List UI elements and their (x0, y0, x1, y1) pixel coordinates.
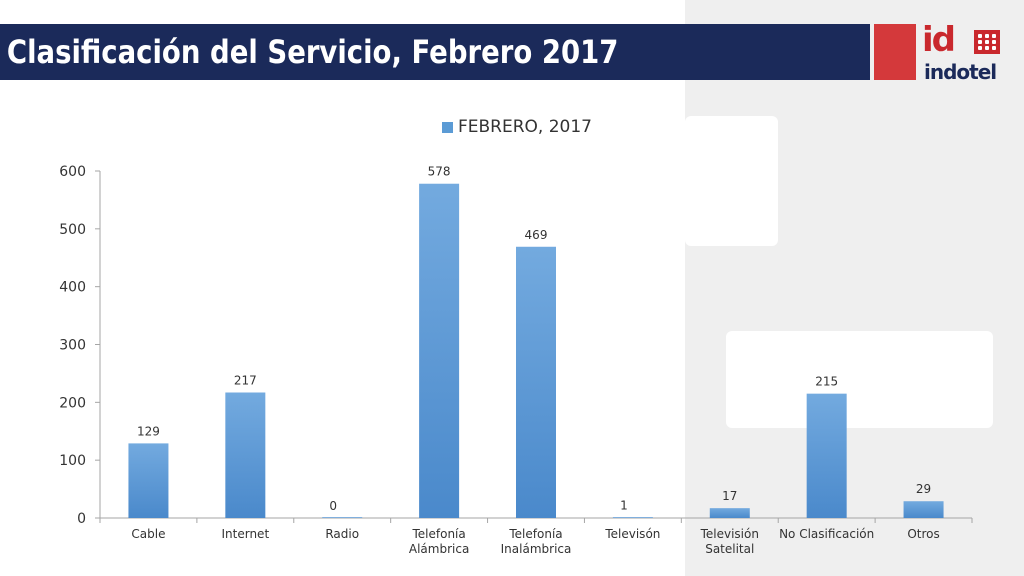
data-label: 17 (722, 489, 737, 503)
x-tick-label: Telefonía Inalámbrica (501, 527, 572, 556)
y-tick-label: 100 (59, 453, 86, 469)
x-tick-label: Otros (907, 527, 939, 541)
chart-legend: FEBRERO, 2017 (442, 117, 592, 137)
x-tick-label: Televisión Satelital (700, 527, 759, 556)
bar (419, 183, 460, 518)
x-tick-label: Radio (325, 527, 359, 541)
x-tick-label: Cable (131, 527, 165, 541)
x-tick-label: Telefonía Alámbrica (409, 527, 469, 556)
legend-label: FEBRERO, 2017 (458, 117, 592, 137)
data-label: 129 (137, 424, 160, 438)
y-tick-label: 200 (59, 395, 86, 411)
data-label: 469 (525, 228, 548, 242)
bar (806, 393, 847, 518)
x-tick-label: No Clasificación (779, 527, 874, 541)
logo-red-block (874, 24, 916, 80)
y-tick-label: 400 (59, 280, 86, 296)
background-notch-right (726, 331, 993, 428)
data-label: 0 (329, 499, 337, 513)
keypad-icon (974, 30, 1000, 54)
background-notch-top (685, 116, 778, 246)
data-label: 29 (916, 482, 931, 496)
y-tick-label: 0 (77, 511, 86, 527)
data-label: 578 (428, 165, 451, 179)
bar (128, 443, 169, 518)
slide-title: Clasificación del Servicio, Febrero 2017 (6, 33, 619, 71)
data-label: 1 (620, 498, 628, 512)
x-tick-label: Televisón (604, 527, 660, 541)
y-tick-label: 600 (59, 164, 86, 180)
bar (903, 501, 944, 518)
bar (225, 392, 266, 518)
background-panel (685, 0, 1024, 576)
bar (709, 508, 750, 518)
title-bar: Clasificación del Servicio, Febrero 2017 (0, 24, 870, 80)
data-label: 217 (234, 374, 257, 388)
logo-name: indotel (924, 60, 997, 84)
bar (516, 246, 556, 519)
indotel-logo: id indotel (874, 20, 1004, 84)
bar (322, 517, 363, 518)
x-tick-label: Internet (222, 527, 270, 541)
y-tick-label: 300 (59, 338, 86, 354)
y-tick-label: 500 (59, 222, 86, 238)
data-label: 215 (815, 375, 838, 389)
logo-mark: id (922, 20, 956, 60)
bar (612, 517, 653, 518)
legend-swatch (442, 121, 453, 133)
